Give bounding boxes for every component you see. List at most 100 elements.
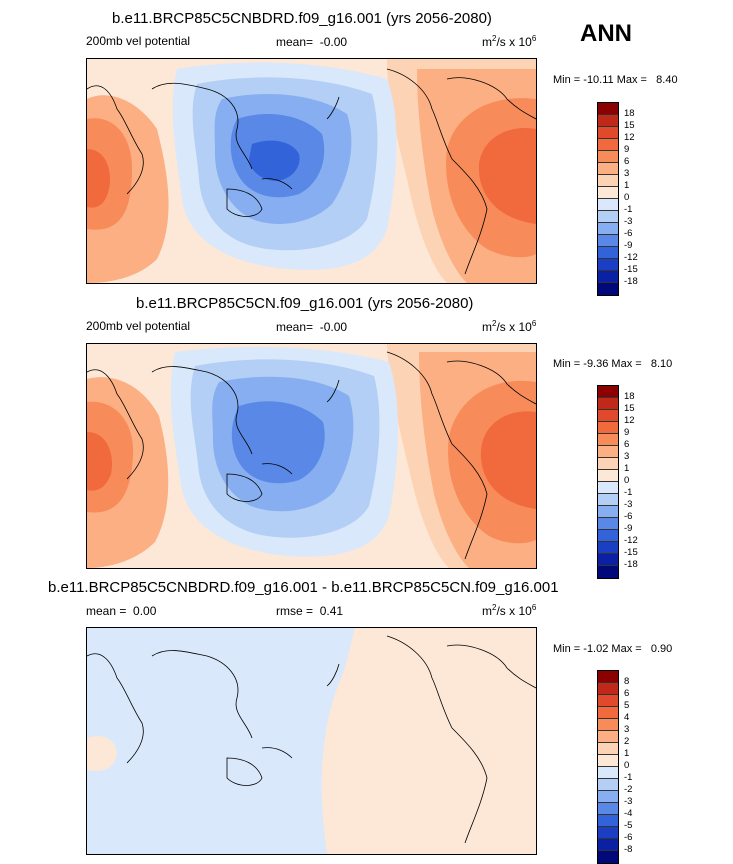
colorbar-tick-label: -6: [624, 832, 633, 843]
colorbar-tick-label: 1: [624, 463, 630, 474]
colorbar-swatch: [598, 151, 618, 163]
colorbar-tick-label: -3: [624, 216, 633, 227]
max-value: 8.10: [650, 358, 673, 370]
colorbar-tick-label: 9: [624, 144, 630, 155]
max-value: 8.40: [656, 74, 678, 86]
panel3-mean-value: 0.00: [133, 604, 157, 618]
panel2-map: [86, 343, 537, 569]
colorbar-tick-label: -1: [624, 204, 633, 215]
colorbar-tick-label: -12: [624, 252, 638, 263]
colorbar-tick-label: 9: [624, 427, 630, 438]
colorbar-tick-label: -15: [624, 264, 638, 275]
min-value: -9.36: [583, 358, 609, 370]
panel3-mean: mean = 0.00: [86, 604, 156, 618]
panel2-title: b.e11.BRCP85C5CN.f09_g16.001 (yrs 2056-2…: [136, 295, 474, 312]
colorbar-swatch: [598, 259, 618, 271]
colorbar-tick-label: 0: [624, 475, 630, 486]
colorbar-tick-label: 5: [624, 700, 630, 711]
colorbar-tick-label: 3: [624, 724, 630, 735]
colorbar-tick-label: 1: [624, 180, 630, 191]
colorbar-swatch: [598, 211, 618, 223]
colorbar-swatch: [598, 530, 618, 542]
units-text: /s x 10: [496, 604, 532, 618]
units-text: m: [482, 604, 492, 618]
colorbar-tick-label: 15: [624, 403, 635, 414]
colorbar-tick-label: -1: [624, 487, 633, 498]
colorbar-swatch: [598, 839, 618, 851]
colorbar-swatch: [598, 815, 618, 827]
colorbar-swatch: [598, 235, 618, 247]
panel2-variable: 200mb vel potential: [86, 319, 191, 333]
colorbar-swatch: [598, 398, 618, 410]
panel1-mean-label: mean=: [276, 35, 314, 49]
colorbar-tick-label: 12: [624, 415, 635, 426]
colorbar-swatch: [598, 103, 618, 115]
colorbar-swatch: [598, 494, 618, 506]
colorbar-swatch: [598, 566, 618, 578]
panel1-mean: mean= -0.00: [276, 35, 347, 49]
colorbar-tick-label: -8: [624, 844, 633, 855]
colorbar-swatch: [598, 695, 618, 707]
min-label: Min =: [553, 358, 581, 370]
colorbar-tick-label: -9: [624, 240, 633, 251]
colorbar-swatch: [598, 731, 618, 743]
colorbar-tick-label: 12: [624, 132, 635, 143]
colorbar-tick-label: 18: [624, 391, 635, 402]
colorbar-swatch: [598, 434, 618, 446]
colorbar-swatch: [598, 482, 618, 494]
colorbar-swatch: [598, 139, 618, 151]
panel1-contour-plot: [87, 59, 536, 283]
units-exp: 6: [531, 34, 537, 43]
panel3-rmse-value: 0.41: [319, 604, 344, 618]
colorbar-tick-label: -3: [624, 499, 633, 510]
colorbar-swatch: [598, 199, 618, 211]
colorbar-tick-label: -5: [624, 820, 633, 831]
panel2-mean: mean= -0.00: [276, 320, 347, 334]
colorbar-tick-label: 1: [624, 748, 630, 759]
panel2-minmax: Min = -9.36 Max = 8.10: [553, 358, 672, 370]
colorbar-tick-label: 3: [624, 451, 630, 462]
panel1-variable: 200mb vel potential: [86, 34, 191, 48]
colorbar-tick-label: -18: [624, 276, 638, 287]
colorbar-swatch: [598, 410, 618, 422]
panel1-units: m2/s x 106: [482, 34, 536, 49]
max-value: 0.90: [650, 643, 673, 655]
panel3-rmse: rmse = 0.41: [276, 604, 343, 618]
panel3-mean-label: mean =: [86, 604, 127, 618]
colorbar-tick-label: 3: [624, 168, 630, 179]
colorbar-tick-label: -9: [624, 523, 633, 534]
colorbar-swatch: [598, 386, 618, 398]
min-value: -1.02: [583, 643, 609, 655]
colorbar-tick-label: -6: [624, 511, 633, 522]
max-label: Max =: [616, 74, 647, 86]
panel1-colorbar: [597, 102, 619, 296]
panel2-mean-value: -0.00: [319, 320, 348, 334]
panel3-colorbar: [597, 670, 619, 864]
panel2-units: m2/s x 106: [482, 319, 536, 334]
colorbar-swatch: [598, 223, 618, 235]
panel3-map: [86, 627, 537, 855]
colorbar-swatch: [598, 175, 618, 187]
colorbar-tick-label: 0: [624, 760, 630, 771]
min-value: -10.11: [583, 74, 614, 86]
colorbar-tick-label: 6: [624, 688, 630, 699]
units-text: m: [482, 35, 492, 49]
panel3-title: b.e11.BRCP85C5CNBDRD.f09_g16.001 - b.e11…: [48, 579, 559, 596]
panel2-colorbar: [597, 385, 619, 579]
colorbar-tick-label: 2: [624, 736, 630, 747]
max-label: Max =: [611, 358, 642, 370]
units-text: /s x 10: [496, 320, 532, 334]
colorbar-tick-label: -15: [624, 547, 638, 558]
colorbar-swatch: [598, 458, 618, 470]
colorbar-tick-label: 15: [624, 120, 635, 131]
colorbar-swatch: [598, 779, 618, 791]
colorbar-swatch: [598, 743, 618, 755]
colorbar-tick-label: 18: [624, 108, 635, 119]
colorbar-swatch: [598, 803, 618, 815]
colorbar-swatch: [598, 719, 618, 731]
colorbar-swatch: [598, 755, 618, 767]
colorbar-swatch: [598, 827, 618, 839]
panel1-map: [86, 58, 537, 284]
colorbar-swatch: [598, 127, 618, 139]
colorbar-swatch: [598, 115, 618, 127]
